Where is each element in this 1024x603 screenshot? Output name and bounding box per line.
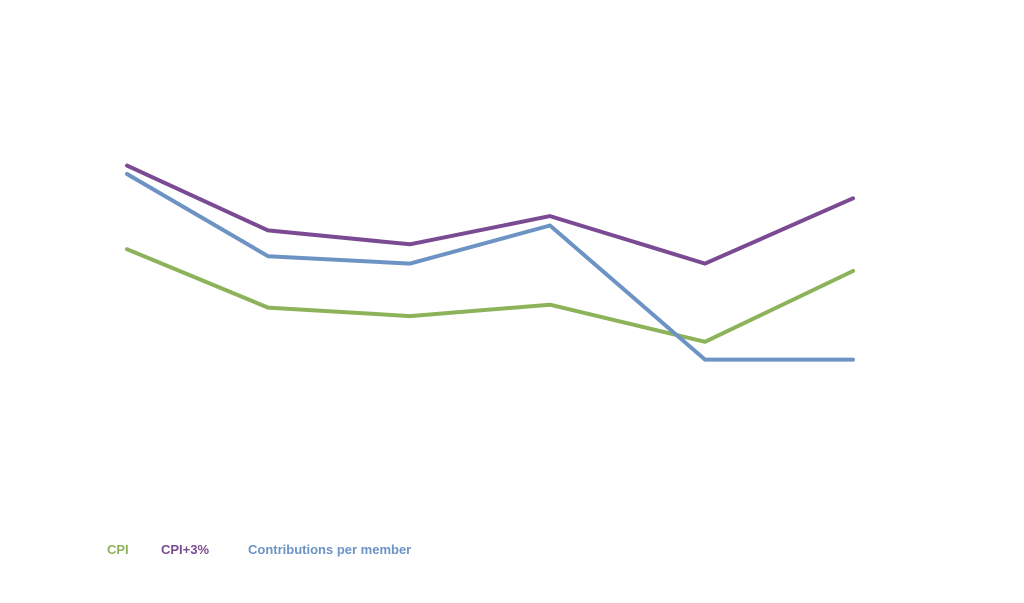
series-layer [125, 163, 855, 362]
series-line-cpi-3 [125, 163, 855, 266]
legend-item-cpi-plus-3: CPI+3% [161, 542, 209, 557]
series-line-cpi [125, 247, 855, 344]
legend: CPI CPI+3% Contributions per member [107, 542, 411, 557]
series-line-contributions-per-member [125, 172, 855, 362]
legend-item-contributions-per-member: Contributions per member [248, 542, 411, 557]
legend-item-cpi: CPI [107, 542, 129, 557]
